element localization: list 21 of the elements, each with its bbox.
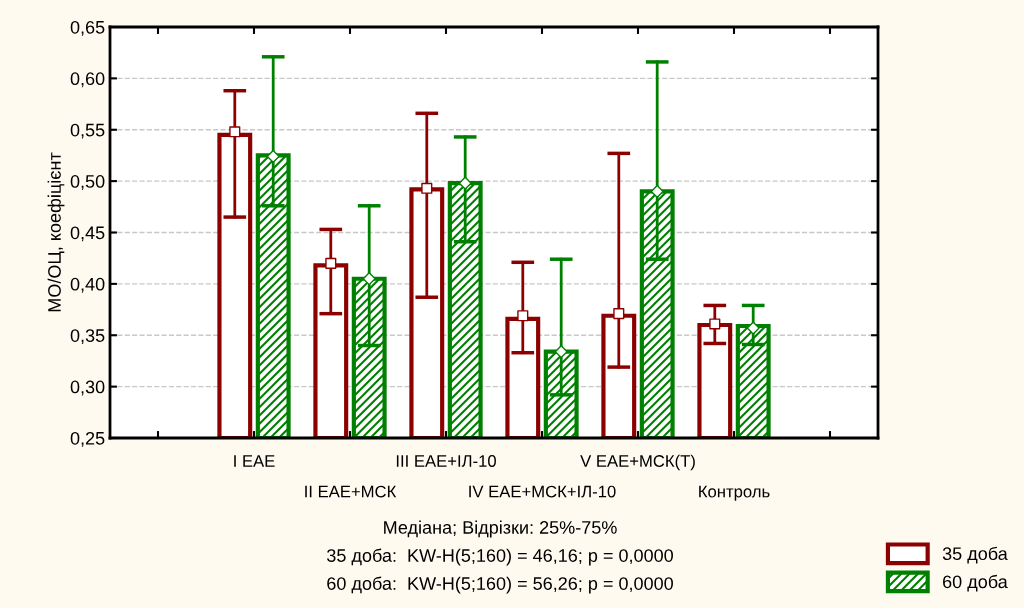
y-tick-label: 0,50 [70,175,105,190]
y-tick-label: 0,45 [70,226,105,242]
x-tick-label: IV ЕАЕ+МСК+ІЛ-10 [469,485,616,498]
x-tick-label: Контроль [699,485,770,501]
text: 60 доба: KW-H(5;160) = 56,26; p = 0,0000 [327,576,673,594]
y-tick-label: 0,40 [70,277,105,293]
y-tick-label: 0,35 [70,329,105,345]
y-tick-label: 0,65 [70,20,105,36]
x-tick-label: III ЕАЕ+ІЛ-10 [396,455,496,467]
y-tick-label: 0,60 [70,72,105,88]
legend-label: 35 доба [942,546,1008,564]
y-tick-label: 0,55 [70,123,105,139]
text: 35 доба: KW-H(5;160) = 46,16; p = 0,0000 [327,548,673,566]
y-tick-label: 0,25 [70,431,105,447]
x-tick-label: V ЕАЕ+МСК(Т) [580,454,695,471]
x-tick-label: I ЕАЕ [234,455,275,467]
x-tick-label: II ЕАЕ+МСК [305,485,397,498]
y-axis-title: МО/ОЦ, коефіцієнт [47,152,65,312]
y-tick-label: 0,30 [70,380,105,396]
legend-label: 60 доба [943,574,1008,592]
text: Медіана; Відрізки: 25%-75% [384,520,617,538]
